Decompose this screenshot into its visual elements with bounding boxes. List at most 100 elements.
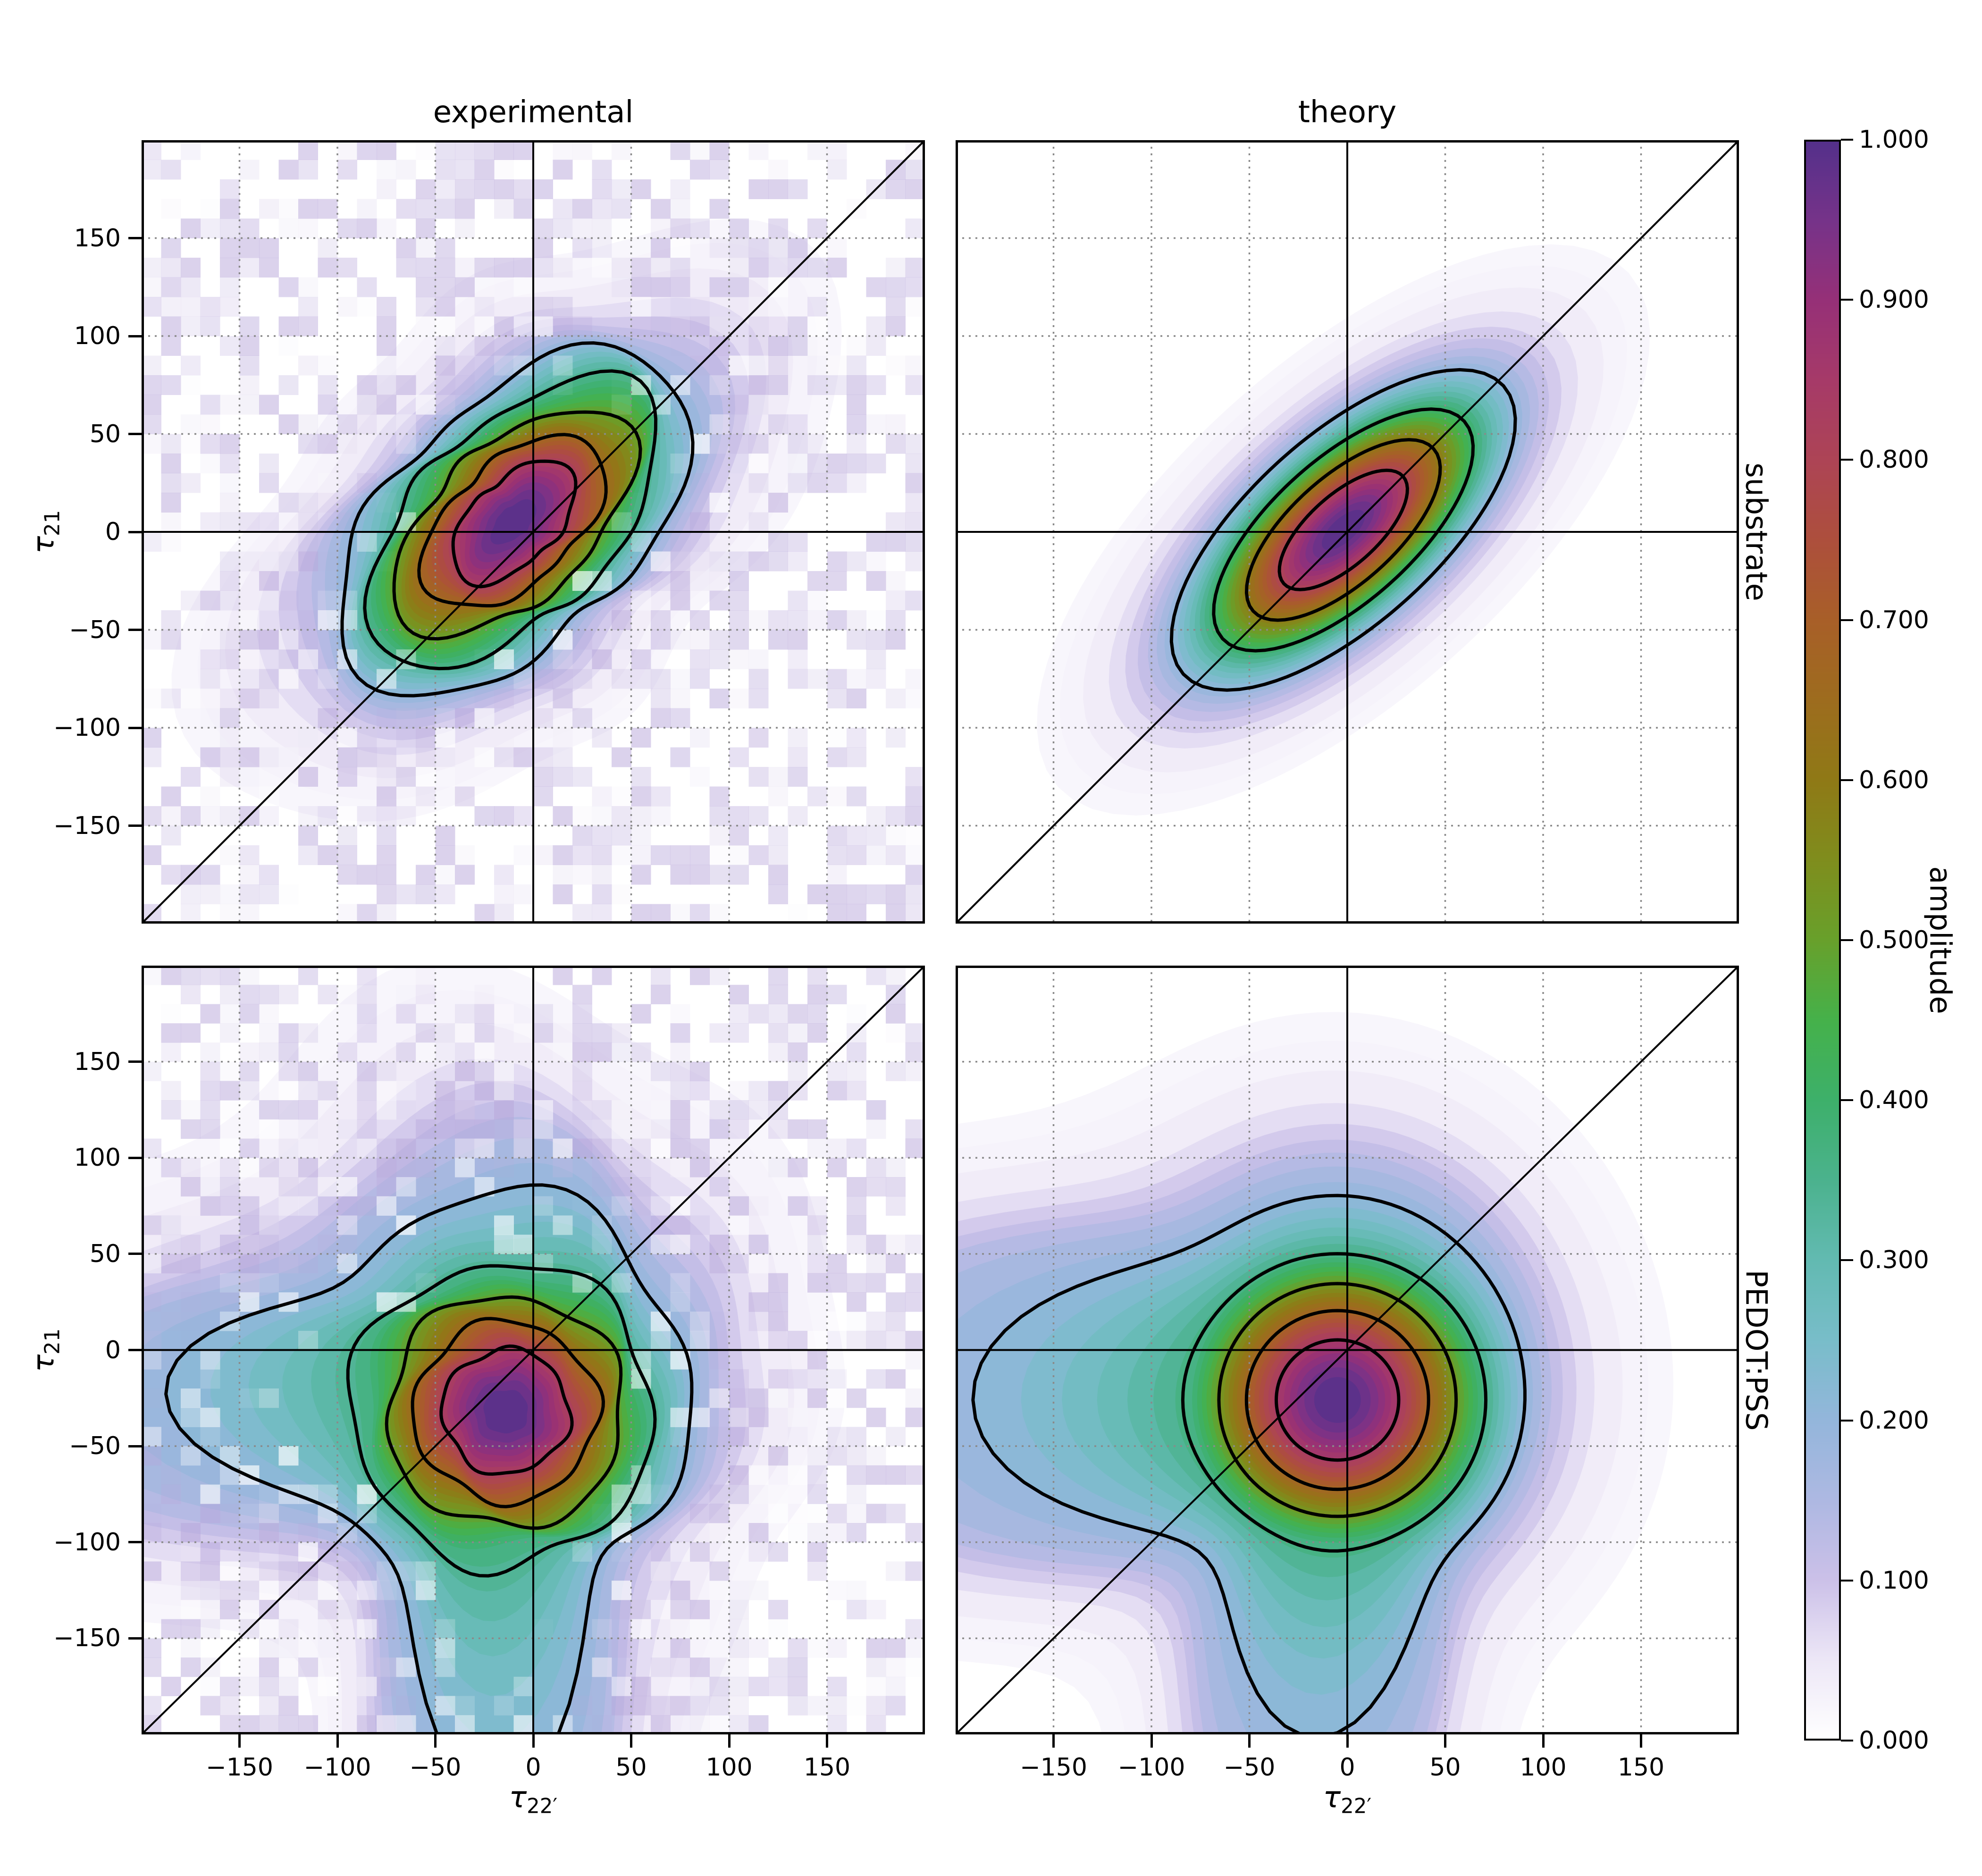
noise-cell <box>788 1657 808 1677</box>
noise-cell <box>239 1388 260 1408</box>
noise-cell <box>670 1638 690 1658</box>
noise-cell <box>259 1004 279 1024</box>
noise-cell <box>768 258 788 278</box>
y-tickmark <box>128 1637 142 1640</box>
noise-cell <box>161 1004 181 1024</box>
noise-cell <box>905 845 925 865</box>
y-tick-label: 0 <box>105 1336 121 1364</box>
noise-cell <box>886 1177 906 1197</box>
noise-cell <box>827 551 847 572</box>
noise-cell <box>357 532 377 552</box>
noise-cell <box>690 493 710 513</box>
noise-cell <box>788 454 808 473</box>
noise-cell <box>709 238 730 258</box>
noise-cell <box>200 747 220 767</box>
noise-cell <box>847 473 866 493</box>
noise-cell <box>181 1177 201 1197</box>
noise-cell <box>200 1177 220 1197</box>
noise-cell <box>847 845 866 865</box>
noise-cell <box>788 454 808 473</box>
noise-cell <box>553 199 573 219</box>
noise-cell <box>729 1407 749 1427</box>
diagonal-reference-line <box>956 140 1739 924</box>
noise-cell <box>435 297 455 317</box>
noise-cell <box>612 1542 631 1562</box>
panel-border <box>956 140 1739 924</box>
noise-cell <box>298 277 318 297</box>
colorbar-tickmark <box>1841 939 1853 941</box>
noise-cell <box>788 630 808 650</box>
contour-line <box>1169 368 1517 692</box>
x-tick-label: 100 <box>705 1753 753 1782</box>
noise-cell <box>533 845 553 865</box>
noise-cell <box>748 238 769 258</box>
noise-cell <box>847 689 866 708</box>
noise-cell <box>200 1619 220 1639</box>
noise-cell <box>279 884 299 904</box>
noise-cell <box>651 1696 671 1716</box>
noise-cell <box>612 1196 631 1216</box>
noise-cell <box>592 219 612 238</box>
tau-symbol: τ <box>1323 1780 1341 1815</box>
noise-cell <box>239 1158 260 1178</box>
noise-cell <box>259 1581 279 1600</box>
noise-cell <box>631 258 651 278</box>
noise-cell <box>807 1388 827 1408</box>
noise-cell <box>690 473 710 493</box>
noise-cell <box>239 1542 260 1562</box>
noise-cell <box>631 786 651 807</box>
noise-cell <box>239 966 260 985</box>
noise-cell <box>748 767 769 787</box>
noise-cell <box>651 551 671 572</box>
noise-cell <box>709 1177 730 1197</box>
noise-cell <box>886 966 906 985</box>
noise-cell <box>572 1023 592 1043</box>
y-tick-label: 0 <box>105 518 121 546</box>
noise-cell <box>905 473 925 493</box>
noise-cell <box>768 1273 788 1293</box>
noise-cell <box>357 473 377 493</box>
noise-cell <box>220 1196 240 1216</box>
noise-cell <box>866 1407 886 1427</box>
noise-cell <box>631 1599 651 1620</box>
noise-cell <box>768 1081 788 1101</box>
noise-cell <box>239 551 260 572</box>
noise-cell <box>200 1599 220 1620</box>
noise-cell <box>533 669 553 689</box>
noise-cell <box>259 1235 279 1254</box>
noise-cell <box>768 1042 788 1062</box>
noise-cell <box>200 1581 220 1600</box>
noise-cell <box>748 375 769 395</box>
noise-cell <box>494 904 514 924</box>
noise-cell <box>278 336 299 356</box>
noise-cell <box>494 865 514 885</box>
noise-cell <box>435 1081 455 1101</box>
noise-cell <box>553 747 573 767</box>
noise-cell <box>377 493 396 513</box>
noise-cell <box>494 1158 514 1178</box>
noise-cell <box>807 571 827 591</box>
noise-cell <box>142 1388 161 1408</box>
noise-cell <box>220 1676 240 1697</box>
noise-cell <box>729 395 749 415</box>
noise-cell <box>788 336 808 356</box>
noise-cell <box>768 1004 788 1024</box>
noise-cell <box>357 1138 377 1158</box>
noise-cell <box>807 1330 827 1351</box>
noise-cell <box>220 571 240 591</box>
noise-cell <box>278 1081 299 1101</box>
noise-cell <box>690 904 710 924</box>
density-bands <box>956 1012 1673 1734</box>
noise-cell <box>631 1042 651 1062</box>
noise-cell <box>807 356 827 376</box>
tau-symbol: τ <box>26 1354 61 1372</box>
noise-cell <box>161 1253 181 1274</box>
noise-cell <box>847 1004 866 1024</box>
noise-cell <box>298 414 318 434</box>
noise-cell <box>690 297 710 317</box>
noise-cell <box>670 238 690 258</box>
noise-cell <box>592 1235 612 1254</box>
noise-cell <box>651 219 671 238</box>
noise-cell <box>220 258 240 278</box>
colorbar-tick-label: 0.600 <box>1859 766 1929 794</box>
